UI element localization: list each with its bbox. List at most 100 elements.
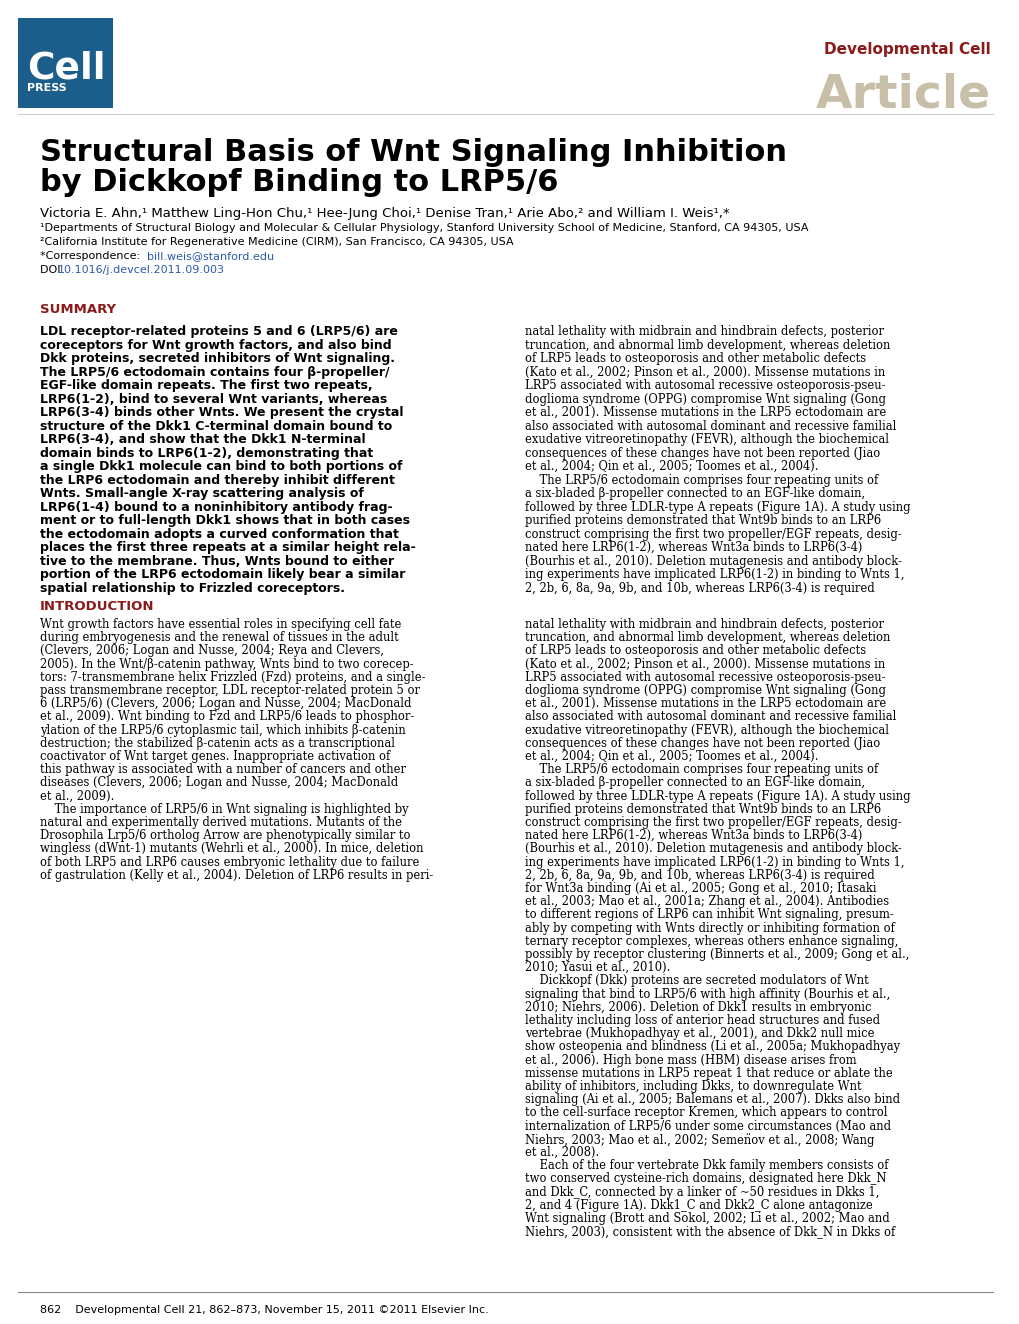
Text: truncation, and abnormal limb development, whereas deletion: truncation, and abnormal limb developmen…	[525, 632, 890, 645]
Text: show osteopenia and blindness (Li et al., 2005a; Mukhopadhyay: show osteopenia and blindness (Li et al.…	[525, 1041, 900, 1054]
Text: Article: Article	[815, 71, 990, 117]
Text: followed by three LDLR-type A repeats (Figure 1A). A study using: followed by three LDLR-type A repeats (F…	[525, 789, 910, 802]
Text: ment or to full-length Dkk1 shows that in both cases: ment or to full-length Dkk1 shows that i…	[40, 514, 410, 527]
Text: The importance of LRP5/6 in Wnt signaling is highlighted by: The importance of LRP5/6 in Wnt signalin…	[40, 802, 408, 816]
Text: LRP6(3-4) binds other Wnts. We present the crystal: LRP6(3-4) binds other Wnts. We present t…	[40, 406, 403, 418]
Text: 2, and 4 (Figure 1A). Dkk1_C and Dkk2_C alone antagonize: 2, and 4 (Figure 1A). Dkk1_C and Dkk2_C …	[525, 1198, 872, 1211]
Text: during embryogenesis and the renewal of tissues in the adult: during embryogenesis and the renewal of …	[40, 632, 398, 645]
Text: *Correspondence:: *Correspondence:	[40, 252, 143, 261]
Text: Niehrs, 2003; Mao et al., 2002; Semen̈ov et al., 2008; Wang: Niehrs, 2003; Mao et al., 2002; Semen̈ov…	[525, 1133, 874, 1147]
Text: possibly by receptor clustering (Binnerts et al., 2009; Gong et al.,: possibly by receptor clustering (Binnert…	[525, 948, 909, 961]
Text: tors: 7-transmembrane helix Frizzled (Fzd) proteins, and a single-: tors: 7-transmembrane helix Frizzled (Fz…	[40, 671, 425, 683]
Text: Wnts. Small-angle X-ray scattering analysis of: Wnts. Small-angle X-ray scattering analy…	[40, 487, 363, 500]
Text: signaling that bind to LRP5/6 with high affinity (Bourhis et al.,: signaling that bind to LRP5/6 with high …	[525, 988, 890, 1001]
Text: et al., 2001). Missense mutations in the LRP5 ectodomain are: et al., 2001). Missense mutations in the…	[525, 698, 886, 710]
Text: (Kato et al., 2002; Pinson et al., 2000). Missense mutations in: (Kato et al., 2002; Pinson et al., 2000)…	[525, 658, 884, 670]
Text: Cell: Cell	[26, 50, 105, 86]
Text: a single Dkk1 molecule can bind to both portions of: a single Dkk1 molecule can bind to both …	[40, 459, 401, 473]
Text: nated here LRP6(1-2), whereas Wnt3a binds to LRP6(3-4): nated here LRP6(1-2), whereas Wnt3a bind…	[525, 829, 862, 842]
Text: two conserved cysteine-rich domains, designated here Dkk_N: two conserved cysteine-rich domains, des…	[525, 1172, 886, 1185]
Text: of gastrulation (Kelly et al., 2004). Deletion of LRP6 results in peri-: of gastrulation (Kelly et al., 2004). De…	[40, 869, 432, 882]
Text: ternary receptor complexes, whereas others enhance signaling,: ternary receptor complexes, whereas othe…	[525, 935, 898, 948]
Text: 2, 2b, 6, 8a, 9a, 9b, and 10b, whereas LRP6(3-4) is required: 2, 2b, 6, 8a, 9a, 9b, and 10b, whereas L…	[525, 581, 874, 594]
Text: LDL receptor-related proteins 5 and 6 (LRP5/6) are: LDL receptor-related proteins 5 and 6 (L…	[40, 324, 397, 338]
Text: portion of the LRP6 ectodomain likely bear a similar: portion of the LRP6 ectodomain likely be…	[40, 568, 405, 581]
Text: for Wnt3a binding (Ai et al., 2005; Gong et al., 2010; Itasaki: for Wnt3a binding (Ai et al., 2005; Gong…	[525, 882, 876, 895]
Text: Victoria E. Ahn,¹ Matthew Ling-Hon Chu,¹ Hee-Jung Choi,¹ Denise Tran,¹ Arie Abo,: Victoria E. Ahn,¹ Matthew Ling-Hon Chu,¹…	[40, 207, 729, 220]
Text: exudative vitreoretinopathy (FEVR), although the biochemical: exudative vitreoretinopathy (FEVR), alth…	[525, 724, 889, 736]
Text: et al., 2003; Mao et al., 2001a; Zhang et al., 2004). Antibodies: et al., 2003; Mao et al., 2001a; Zhang e…	[525, 895, 889, 908]
Text: construct comprising the first two propeller/EGF repeats, desig-: construct comprising the first two prope…	[525, 527, 901, 540]
Text: exudative vitreoretinopathy (FEVR), although the biochemical: exudative vitreoretinopathy (FEVR), alth…	[525, 433, 889, 446]
Text: nated here LRP6(1-2), whereas Wnt3a binds to LRP6(3-4): nated here LRP6(1-2), whereas Wnt3a bind…	[525, 542, 862, 553]
Text: et al., 2009). Wnt binding to Fzd and LRP5/6 leads to phosphor-: et al., 2009). Wnt binding to Fzd and LR…	[40, 711, 414, 723]
Text: Drosophila Lrp5/6 ortholog Arrow are phenotypically similar to: Drosophila Lrp5/6 ortholog Arrow are phe…	[40, 829, 410, 842]
Text: a six-bladed β-propeller connected to an EGF-like domain,: a six-bladed β-propeller connected to an…	[525, 487, 864, 500]
Text: coactivator of Wnt target genes. Inappropriate activation of: coactivator of Wnt target genes. Inappro…	[40, 749, 389, 763]
FancyBboxPatch shape	[17, 19, 113, 109]
Text: ing experiments have implicated LRP6(1-2) in binding to Wnts 1,: ing experiments have implicated LRP6(1-2…	[525, 855, 904, 869]
Text: natal lethality with midbrain and hindbrain defects, posterior: natal lethality with midbrain and hindbr…	[525, 618, 883, 632]
Text: EGF-like domain repeats. The first two repeats,: EGF-like domain repeats. The first two r…	[40, 379, 372, 392]
Text: Wnt signaling (Brott and Sokol, 2002; Li et al., 2002; Mao and: Wnt signaling (Brott and Sokol, 2002; Li…	[525, 1211, 890, 1225]
Text: also associated with autosomal dominant and recessive familial: also associated with autosomal dominant …	[525, 711, 896, 723]
Text: of LRP5 leads to osteoporosis and other metabolic defects: of LRP5 leads to osteoporosis and other …	[525, 352, 865, 365]
Text: ¹Departments of Structural Biology and Molecular & Cellular Physiology, Stanford: ¹Departments of Structural Biology and M…	[40, 222, 807, 233]
Text: (Bourhis et al., 2010). Deletion mutagenesis and antibody block-: (Bourhis et al., 2010). Deletion mutagen…	[525, 555, 902, 568]
Text: et al., 2009).: et al., 2009).	[40, 789, 114, 802]
Text: construct comprising the first two propeller/EGF repeats, desig-: construct comprising the first two prope…	[525, 816, 901, 829]
Text: doglioma syndrome (OPPG) compromise Wnt signaling (Gong: doglioma syndrome (OPPG) compromise Wnt …	[525, 685, 886, 696]
Text: places the first three repeats at a similar height rela-: places the first three repeats at a simi…	[40, 542, 415, 553]
Text: consequences of these changes have not been reported (Jiao: consequences of these changes have not b…	[525, 446, 879, 459]
Text: ²California Institute for Regenerative Medicine (CIRM), San Francisco, CA 94305,: ²California Institute for Regenerative M…	[40, 237, 513, 248]
Text: natal lethality with midbrain and hindbrain defects, posterior: natal lethality with midbrain and hindbr…	[525, 324, 883, 338]
Text: truncation, and abnormal limb development, whereas deletion: truncation, and abnormal limb developmen…	[525, 339, 890, 351]
Text: 10.1016/j.devcel.2011.09.003: 10.1016/j.devcel.2011.09.003	[57, 265, 224, 275]
Text: DOI: DOI	[40, 265, 63, 275]
Text: Wnt growth factors have essential roles in specifying cell fate: Wnt growth factors have essential roles …	[40, 618, 400, 632]
Text: LRP6(3-4), and show that the Dkk1 N-terminal: LRP6(3-4), and show that the Dkk1 N-term…	[40, 433, 365, 446]
Text: 6 (LRP5/6) (Clevers, 2006; Logan and Nusse, 2004; MacDonald: 6 (LRP5/6) (Clevers, 2006; Logan and Nus…	[40, 698, 411, 710]
Text: destruction; the stabilized β-catenin acts as a transcriptional: destruction; the stabilized β-catenin ac…	[40, 736, 394, 749]
Text: lethality including loss of anterior head structures and fused: lethality including loss of anterior hea…	[525, 1014, 879, 1027]
Text: LRP6(1-4) bound to a noninhibitory antibody frag-: LRP6(1-4) bound to a noninhibitory antib…	[40, 500, 392, 514]
Text: a six-bladed β-propeller connected to an EGF-like domain,: a six-bladed β-propeller connected to an…	[525, 776, 864, 789]
Text: structure of the Dkk1 C-terminal domain bound to: structure of the Dkk1 C-terminal domain …	[40, 420, 391, 433]
Text: ylation of the LRP5/6 cytoplasmic tail, which inhibits β-catenin: ylation of the LRP5/6 cytoplasmic tail, …	[40, 724, 405, 736]
Text: (Kato et al., 2002; Pinson et al., 2000). Missense mutations in: (Kato et al., 2002; Pinson et al., 2000)…	[525, 365, 884, 379]
Text: also associated with autosomal dominant and recessive familial: also associated with autosomal dominant …	[525, 420, 896, 433]
Text: coreceptors for Wnt growth factors, and also bind: coreceptors for Wnt growth factors, and …	[40, 339, 391, 351]
Text: signaling (Ai et al., 2005; Balemans et al., 2007). Dkks also bind: signaling (Ai et al., 2005; Balemans et …	[525, 1094, 900, 1106]
Text: ing experiments have implicated LRP6(1-2) in binding to Wnts 1,: ing experiments have implicated LRP6(1-2…	[525, 568, 904, 581]
Text: followed by three LDLR-type A repeats (Figure 1A). A study using: followed by three LDLR-type A repeats (F…	[525, 500, 910, 514]
Text: to the cell-surface receptor Kremen, which appears to control: to the cell-surface receptor Kremen, whi…	[525, 1107, 887, 1119]
Text: diseases (Clevers, 2006; Logan and Nusse, 2004; MacDonald: diseases (Clevers, 2006; Logan and Nusse…	[40, 776, 397, 789]
Text: doglioma syndrome (OPPG) compromise Wnt signaling (Gong: doglioma syndrome (OPPG) compromise Wnt …	[525, 392, 886, 405]
Text: The LRP5/6 ectodomain comprises four repeating units of: The LRP5/6 ectodomain comprises four rep…	[525, 474, 877, 486]
Text: et al., 2004; Qin et al., 2005; Toomes et al., 2004).: et al., 2004; Qin et al., 2005; Toomes e…	[525, 459, 818, 473]
Text: and Dkk_C, connected by a linker of ~50 residues in Dkks 1,: and Dkk_C, connected by a linker of ~50 …	[525, 1185, 878, 1198]
Text: The LRP5/6 ectodomain contains four β-propeller/: The LRP5/6 ectodomain contains four β-pr…	[40, 365, 389, 379]
Text: vertebrae (Mukhopadhyay et al., 2001), and Dkk2 null mice: vertebrae (Mukhopadhyay et al., 2001), a…	[525, 1027, 874, 1041]
Text: missense mutations in LRP5 repeat 1 that reduce or ablate the: missense mutations in LRP5 repeat 1 that…	[525, 1067, 893, 1080]
Text: consequences of these changes have not been reported (Jiao: consequences of these changes have not b…	[525, 736, 879, 749]
Text: ably by competing with Wnts directly or inhibiting formation of: ably by competing with Wnts directly or …	[525, 922, 895, 935]
Text: Developmental Cell: Developmental Cell	[823, 42, 990, 57]
Text: domain binds to LRP6(1-2), demonstrating that: domain binds to LRP6(1-2), demonstrating…	[40, 446, 373, 459]
Text: ability of inhibitors, including Dkks, to downregulate Wnt: ability of inhibitors, including Dkks, t…	[525, 1080, 861, 1094]
Text: purified proteins demonstrated that Wnt9b binds to an LRP6: purified proteins demonstrated that Wnt9…	[525, 514, 880, 527]
Text: the ectodomain adopts a curved conformation that: the ectodomain adopts a curved conformat…	[40, 527, 398, 540]
Text: (Bourhis et al., 2010). Deletion mutagenesis and antibody block-: (Bourhis et al., 2010). Deletion mutagen…	[525, 842, 902, 855]
Text: this pathway is associated with a number of cancers and other: this pathway is associated with a number…	[40, 763, 406, 776]
Text: PRESS: PRESS	[26, 83, 66, 93]
Text: purified proteins demonstrated that Wnt9b binds to an LRP6: purified proteins demonstrated that Wnt9…	[525, 802, 880, 816]
Text: internalization of LRP5/6 under some circumstances (Mao and: internalization of LRP5/6 under some cir…	[525, 1120, 891, 1132]
Text: of LRP5 leads to osteoporosis and other metabolic defects: of LRP5 leads to osteoporosis and other …	[525, 645, 865, 658]
Text: Dkk proteins, secreted inhibitors of Wnt signaling.: Dkk proteins, secreted inhibitors of Wnt…	[40, 352, 394, 365]
Text: 862    Developmental Cell 21, 862–873, November 15, 2011 ©2011 Elsevier Inc.: 862 Developmental Cell 21, 862–873, Nove…	[40, 1305, 488, 1315]
Text: natural and experimentally derived mutations. Mutants of the: natural and experimentally derived mutat…	[40, 816, 401, 829]
Text: The LRP5/6 ectodomain comprises four repeating units of: The LRP5/6 ectodomain comprises four rep…	[525, 763, 877, 776]
Text: bill.weis@stanford.edu: bill.weis@stanford.edu	[147, 252, 273, 261]
Text: 2010; Niehrs, 2006). Deletion of Dkk1 results in embryonic: 2010; Niehrs, 2006). Deletion of Dkk1 re…	[525, 1001, 871, 1014]
Text: INTRODUCTION: INTRODUCTION	[40, 600, 154, 613]
